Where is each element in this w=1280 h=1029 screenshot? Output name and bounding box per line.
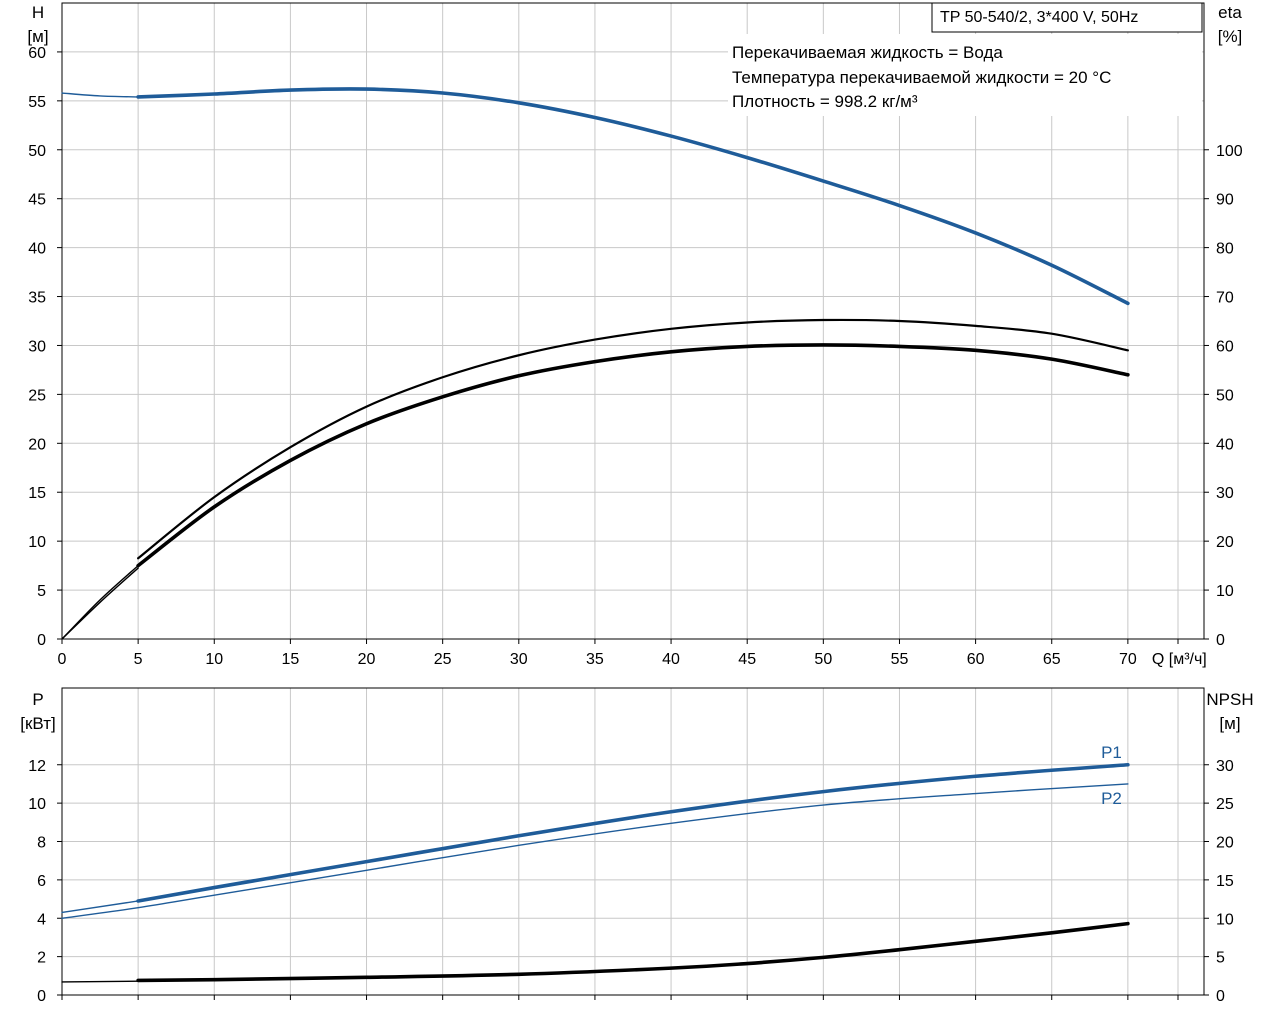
bottom-right-axis-title: NPSH bbox=[1206, 690, 1253, 709]
top-left-tick-label: 40 bbox=[28, 241, 46, 258]
info-box bbox=[728, 34, 1202, 116]
top-right-axis-unit: [%] bbox=[1218, 27, 1243, 46]
info-line-2: Температура перекачиваемой жидкости = 20… bbox=[732, 68, 1111, 87]
top-series-0 bbox=[61, 92, 139, 98]
bottom-left-tick-label: 4 bbox=[37, 911, 46, 928]
bottom-right-tick-label: 20 bbox=[1216, 835, 1234, 852]
top-left-tick-label: 45 bbox=[28, 192, 46, 209]
bottom-right-axis-unit: [м] bbox=[1219, 714, 1240, 733]
bottom-right-tick-label: 15 bbox=[1216, 873, 1234, 890]
p2-label: P2 bbox=[1101, 789, 1122, 808]
top-x-tick-label: 30 bbox=[510, 651, 528, 668]
bottom-right-tick-label: 10 bbox=[1216, 911, 1234, 928]
top-left-tick-label: 5 bbox=[37, 583, 46, 600]
top-x-tick-label: 5 bbox=[134, 651, 143, 668]
bottom-right-tick-label: 25 bbox=[1216, 796, 1234, 813]
bottom-left-axis-unit: [кВт] bbox=[20, 714, 55, 733]
top-x-tick-label: 45 bbox=[738, 651, 756, 668]
chart-title: TP 50-540/2, 3*400 V, 50Hz bbox=[940, 9, 1138, 26]
top-right-tick-label: 100 bbox=[1216, 143, 1243, 160]
bottom-series-2-p2 bbox=[61, 783, 1129, 919]
top-series-4 bbox=[61, 567, 139, 640]
top-x-tick-label: 15 bbox=[282, 651, 300, 668]
title-box bbox=[931, 2, 1203, 33]
top-left-tick-label: 35 bbox=[28, 290, 46, 307]
bottom-left-tick-label: 0 bbox=[37, 988, 46, 1005]
top-right-tick-label: 20 bbox=[1216, 534, 1234, 551]
top-right-tick-label: 10 bbox=[1216, 583, 1234, 600]
top-left-tick-label: 20 bbox=[28, 436, 46, 453]
top-right-tick-label: 60 bbox=[1216, 338, 1234, 355]
top-x-tick-label: 60 bbox=[967, 651, 985, 668]
bottom-right-tick-label: 30 bbox=[1216, 758, 1234, 775]
top-left-tick-label: 0 bbox=[37, 632, 46, 649]
top-left-tick-label: 60 bbox=[28, 45, 46, 62]
top-series-3 bbox=[137, 318, 1129, 560]
top-series-5 bbox=[136, 343, 1130, 568]
top-x-axis-label: Q [м³/ч] bbox=[1152, 651, 1207, 668]
power-npsh-chart: 0 2 4 6 8 10 12 0 5 10 15 20 25 30 P [кВт] NPSH [м] P1 P2 bbox=[20, 687, 1254, 1005]
p1-label: P1 bbox=[1101, 743, 1122, 762]
bottom-series-0-p1 bbox=[61, 900, 139, 914]
bottom-left-tick-label: 6 bbox=[37, 873, 46, 890]
bottom-series-4 bbox=[136, 921, 1130, 983]
top-left-tick-label: 30 bbox=[28, 338, 46, 355]
top-x-tick-label: 10 bbox=[205, 651, 223, 668]
info-line-3: Плотность = 998.2 кг/м³ bbox=[732, 92, 918, 111]
top-left-tick-label: 50 bbox=[28, 143, 46, 160]
bottom-left-tick-label: 2 bbox=[37, 950, 46, 967]
top-right-tick-label: 80 bbox=[1216, 241, 1234, 258]
top-plot-frame bbox=[61, 2, 1205, 640]
top-x-tick-label: 40 bbox=[662, 651, 680, 668]
bottom-series-1-p1 bbox=[136, 762, 1130, 903]
top-x-tick-label: 20 bbox=[358, 651, 376, 668]
bottom-left-tick-label: 12 bbox=[28, 758, 46, 775]
bottom-right-tick-label: 0 bbox=[1216, 988, 1225, 1005]
bottom-left-tick-label: 10 bbox=[28, 796, 46, 813]
top-x-tick-label: 55 bbox=[891, 651, 909, 668]
top-right-tick-label: 70 bbox=[1216, 290, 1234, 307]
info-line-1: Перекачиваемая жидкость = Вода bbox=[732, 43, 1003, 62]
bottom-right-tick-label: 5 bbox=[1216, 950, 1225, 967]
top-right-tick-label: 30 bbox=[1216, 485, 1234, 502]
top-x-tick-label: 50 bbox=[814, 651, 832, 668]
bottom-series-3 bbox=[61, 980, 139, 983]
top-right-tick-label: 40 bbox=[1216, 436, 1234, 453]
top-right-tick-label: 50 bbox=[1216, 387, 1234, 404]
top-left-axis-title: H bbox=[32, 3, 44, 22]
top-left-axis-unit: [м] bbox=[27, 27, 48, 46]
top-series-1 bbox=[136, 87, 1130, 306]
top-right-axis-title: eta bbox=[1218, 3, 1242, 22]
top-left-tick-label: 10 bbox=[28, 534, 46, 551]
bottom-left-axis-title: P bbox=[32, 690, 43, 709]
top-x-tick-label: 70 bbox=[1119, 651, 1137, 668]
top-left-tick-label: 25 bbox=[28, 387, 46, 404]
top-left-tick-label: 55 bbox=[28, 94, 46, 111]
top-x-tick-label: 0 bbox=[58, 651, 67, 668]
top-x-tick-label: 25 bbox=[434, 651, 452, 668]
bottom-left-tick-label: 8 bbox=[37, 835, 46, 852]
header-box: TP 50-540/2, 3*400 V, 50Hz Перекачиваема… bbox=[728, 2, 1203, 116]
top-right-tick-label: 0 bbox=[1216, 632, 1225, 649]
top-left-tick-label: 15 bbox=[28, 485, 46, 502]
top-right-tick-label: 90 bbox=[1216, 192, 1234, 209]
top-x-tick-label: 35 bbox=[586, 651, 604, 668]
top-x-tick-label: 65 bbox=[1043, 651, 1061, 668]
